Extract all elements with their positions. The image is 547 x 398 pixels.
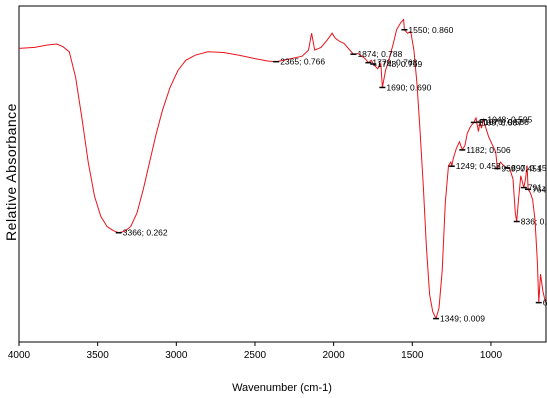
x-tick-label: 3000 — [165, 350, 188, 361]
peak-label: 1690; 0.690 — [386, 82, 431, 92]
x-axis-label: Wavenumber (cm-1) — [232, 382, 332, 394]
x-tick-label: 3500 — [87, 350, 110, 361]
peak-label: 1349; 0.009 — [440, 314, 485, 324]
y-axis-label: Relative Absorbance — [3, 103, 19, 241]
peak-label: 1109; 0.587 — [478, 117, 523, 127]
peak-label: 1070; 0.588 — [484, 117, 529, 127]
peak-label: 3366; 0.262 — [123, 228, 168, 238]
peak-label: 791; 0.395 — [528, 183, 547, 193]
peak-label: 2365; 0.766 — [280, 57, 325, 67]
x-tick-label: 2000 — [323, 350, 346, 361]
peak-label: 1249; 0.458 — [456, 161, 501, 171]
plot-frame — [18, 5, 547, 343]
x-tick-label: 2500 — [244, 350, 267, 361]
x-tick-label: 1000 — [480, 350, 503, 361]
peak-label: 836; 0.295 — [521, 217, 547, 227]
x-tick-label: 4000 — [8, 350, 31, 361]
x-tick-label: 1500 — [401, 350, 424, 361]
series-line — [18, 18, 546, 321]
x-axis-ticks: 4000 3500 3000 2500 2000 1500 1000 — [8, 342, 503, 361]
peak-label: 1182; 0.506 — [466, 145, 511, 155]
peak-label: 897; 0.453 — [511, 163, 547, 173]
peak-label: 1874; 0.788 — [357, 49, 402, 59]
peak-label: 1550; 0.860 — [408, 25, 453, 35]
peak-label: 696; 0.056 — [543, 298, 547, 308]
peak-label: 764; 0.39 — [532, 184, 547, 194]
peak-label: 1779; 0.763 — [372, 58, 417, 68]
peak-label: 1048; 0.595 — [487, 115, 532, 125]
peak-label: 959; 0.451 — [501, 164, 541, 174]
peak-label: 1748; 0.759 — [377, 59, 422, 69]
